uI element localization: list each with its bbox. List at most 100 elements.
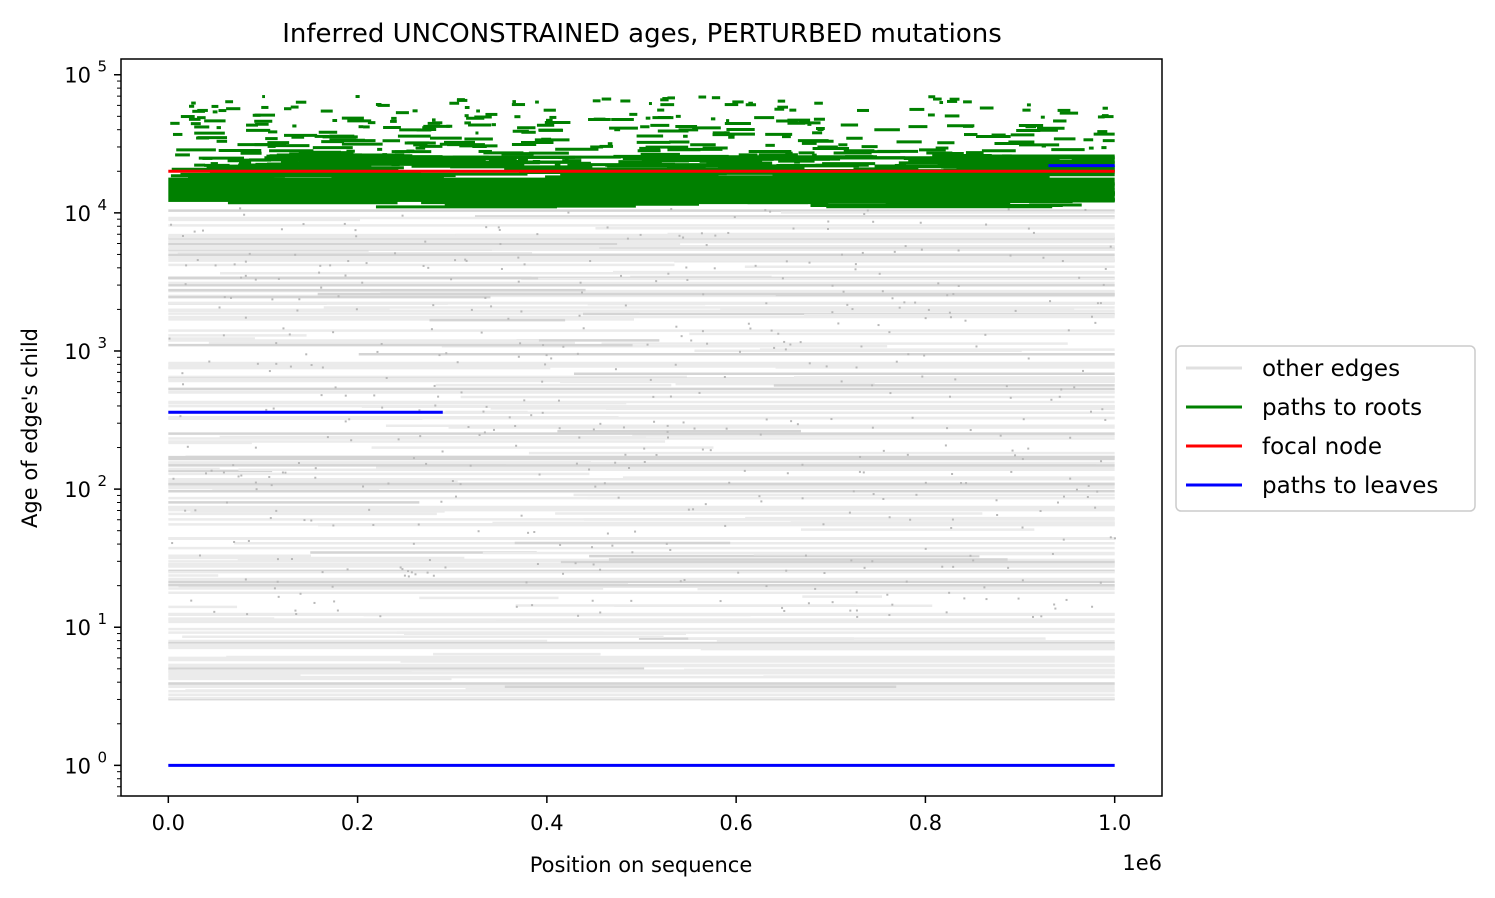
other-edge-mark (303, 519, 306, 522)
other-edge-mark (1042, 256, 1045, 259)
other-edge-mark (960, 482, 963, 485)
other-edge-mark (483, 431, 486, 434)
other-edge-mark (425, 462, 428, 465)
other-edge-mark (515, 605, 518, 608)
other-edge-mark (541, 380, 544, 383)
other-edge-mark (773, 346, 776, 349)
other-edge-mark (243, 213, 246, 216)
main-lines-layer (168, 164, 1115, 767)
other-edge-mark (321, 571, 324, 574)
other-edge-mark (485, 405, 488, 408)
other-edge-mark (611, 544, 614, 547)
other-edge-mark (777, 332, 780, 335)
other-edge-mark (430, 328, 433, 331)
other-edge-mark (666, 430, 669, 433)
other-edge-mark (1053, 603, 1056, 606)
other-edge-mark (954, 378, 957, 381)
other-edge-mark (225, 501, 228, 504)
other-edge-mark (270, 484, 273, 487)
other-edge-mark (1100, 460, 1103, 463)
other-edge-mark (244, 316, 247, 319)
other-edge-mark (520, 514, 523, 517)
other-edge-mark (1084, 208, 1087, 211)
other-edge-mark (903, 301, 906, 304)
other-edge-mark (441, 450, 444, 453)
other-edge-mark (1067, 329, 1070, 332)
y-tick-exponent: 0 (97, 748, 107, 766)
other-edge-mark (373, 394, 376, 397)
other-edge-mark (484, 296, 487, 299)
other-edge-mark (1027, 227, 1030, 230)
other-edge-mark (599, 611, 602, 614)
other-edge-mark (840, 253, 843, 256)
y-tick-label: 10 (64, 340, 91, 364)
other-edge-mark (185, 264, 188, 267)
other-edge-mark (907, 353, 910, 356)
other-edge-mark (700, 232, 703, 235)
other-edge-mark (1101, 408, 1104, 411)
other-edge-mark (878, 272, 881, 275)
other-edge-mark (1069, 436, 1072, 439)
other-edge-mark (578, 314, 581, 317)
other-edge-mark (372, 523, 375, 526)
other-edge-mark (193, 230, 196, 233)
y-tick-label: 10 (64, 478, 91, 502)
other-edge-mark (649, 378, 652, 381)
other-edge-mark (500, 267, 503, 270)
other-edge-mark (368, 508, 371, 511)
other-edge-mark (915, 493, 918, 496)
other-edge-mark (906, 453, 909, 456)
other-edge-mark (1090, 315, 1093, 318)
other-edge-mark (320, 394, 323, 397)
other-edge-mark (210, 469, 213, 472)
other-edge-mark (1060, 388, 1063, 391)
other-edge-mark (380, 342, 383, 345)
other-edge-mark (313, 601, 316, 604)
other-edge-mark (275, 362, 278, 365)
other-edge-mark (749, 327, 752, 330)
other-edge-mark (924, 481, 927, 484)
other-edge-mark (599, 422, 602, 425)
other-edge-mark (428, 559, 431, 562)
other-edge-mark (277, 277, 280, 280)
other-edge-mark (683, 579, 686, 582)
other-edge-mark (492, 428, 495, 431)
other-edge-mark (467, 426, 470, 429)
other-edge-mark (765, 302, 768, 305)
other-edge-mark (414, 573, 417, 576)
other-edge-mark (541, 411, 544, 414)
other-edge-mark (332, 331, 335, 334)
other-edge-mark (785, 569, 788, 572)
other-edge-mark (728, 481, 731, 484)
other-edge-mark (432, 304, 435, 307)
other-edge-mark (1014, 309, 1017, 312)
other-edge-mark (190, 599, 193, 602)
other-edge-mark (239, 207, 242, 210)
other-edge-mark (557, 399, 560, 402)
other-edge-mark (667, 272, 670, 275)
other-edge-mark (233, 263, 236, 266)
other-edge-mark (985, 223, 988, 226)
other-edge-mark (1109, 245, 1112, 248)
other-edge-mark (1021, 526, 1024, 529)
x-offset-label: 1e6 (1122, 851, 1162, 875)
other-edge-mark (701, 448, 704, 451)
other-edge-mark (891, 603, 894, 606)
legend-label-focal-node: focal node (1262, 434, 1382, 460)
other-edge-mark (536, 563, 539, 566)
other-edge-mark (851, 308, 854, 311)
other-edge-mark (606, 532, 609, 535)
other-edge-mark (550, 357, 553, 360)
other-edge-mark (297, 462, 300, 465)
other-edge-mark (314, 467, 317, 470)
other-edge-mark (594, 485, 597, 488)
other-edge-mark (344, 420, 347, 423)
other-edge-mark (434, 404, 437, 407)
other-edge-mark (310, 364, 313, 367)
other-edge-mark (948, 395, 951, 398)
other-edge-mark (333, 600, 336, 603)
other-edge-mark (792, 227, 795, 230)
other-edge-mark (698, 391, 701, 394)
other-edge-mark (348, 418, 351, 421)
other-edge-mark (186, 445, 189, 448)
